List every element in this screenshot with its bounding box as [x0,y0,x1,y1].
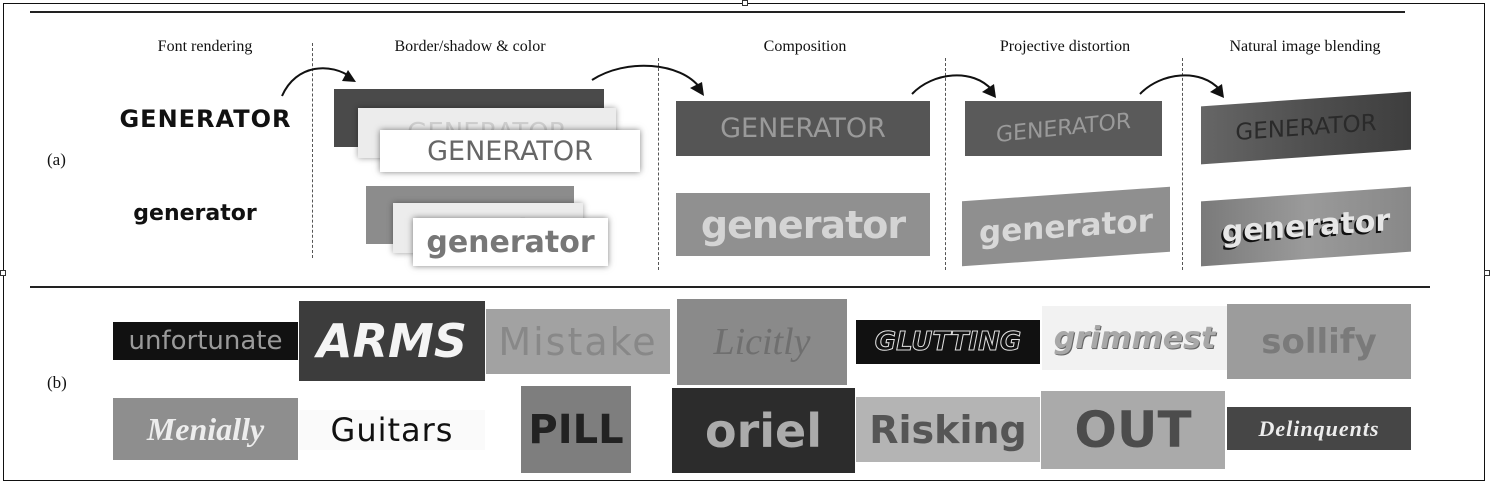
sample-tile: sollify [1227,304,1411,379]
composed-word-lower: generator [676,193,930,256]
sample-tile: OUT [1041,391,1225,469]
colored-word-upper: GENERATOR [380,130,640,172]
stage-divider [312,43,313,258]
sample-tile: Delinquents [1227,407,1411,450]
stage-divider [1182,58,1183,270]
resize-handle-right[interactable] [1484,270,1490,276]
sample-tile: Mistake [486,309,670,374]
rendered-word-lower: generator [133,200,257,226]
distorted-word-upper: GENERATOR [965,101,1162,156]
middle-rule [30,286,1430,288]
resize-handle-left[interactable] [0,270,6,276]
sample-tile: Guitars [299,410,485,450]
sample-tile: Licitly [677,299,847,385]
arrow-to-composition [591,64,704,96]
composed-word-upper: GENERATOR [676,101,930,156]
sample-tile: ARMS [299,301,485,381]
stage-divider [945,58,946,270]
colored-word-lower: generator [413,218,608,266]
stage-composition-label: Composition [763,38,847,55]
stage-divider [658,58,659,270]
sample-tile: Risking [856,397,1040,462]
panel-b-label: (b) [47,373,67,392]
sample-tile: GLUTTING [856,320,1040,364]
arrow-to-blending [1139,74,1224,98]
stage-font-rendering-label: Font rendering [157,38,253,55]
arrow-to-projective [911,74,996,98]
stage-border-shadow-label: Border/shadow & color [394,38,546,55]
stage-projective-label: Projective distortion [999,38,1131,55]
sample-tile: oriel [672,388,855,473]
resize-handle-top[interactable] [742,0,748,6]
sample-tile: Menially [113,398,298,460]
sample-tile: grimmest [1042,306,1227,370]
stage-blending-label: Natural image blending [1229,38,1381,55]
panel-a-label: (a) [47,150,66,169]
sample-tile: PILL [521,386,631,473]
rendered-word-upper: GENERATOR [119,105,292,133]
top-rule [30,11,1405,13]
arrow-to-border [281,67,356,97]
sample-tile: unfortunate [113,322,298,360]
